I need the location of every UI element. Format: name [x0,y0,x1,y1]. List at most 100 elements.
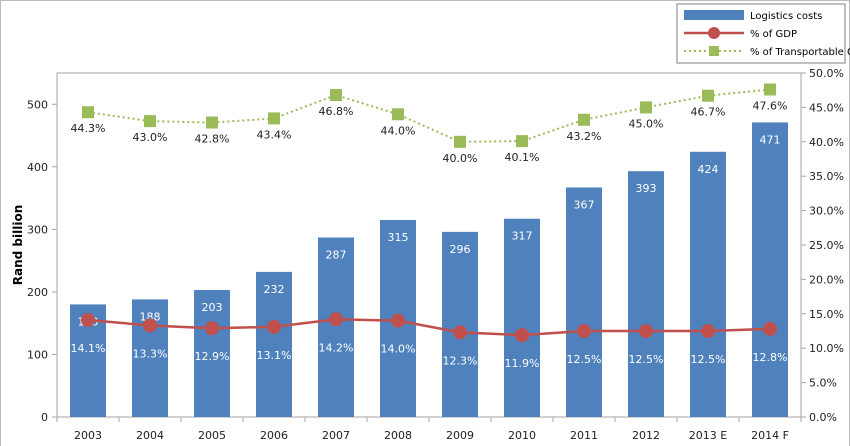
bar-2013 E [690,151,726,418]
marker-transportable [330,89,342,102]
legend-label-transportable: % of Transportable GDP [750,47,850,58]
transportable-label: 43.0% [133,131,168,144]
transportable-label: 42.8% [195,133,230,146]
y2-tick-label: 25.0% [809,239,844,252]
bar-2005 [194,290,230,417]
y2-tick-label: 0.0% [809,411,837,424]
y2-tick-label: 5.0% [809,377,837,390]
y2-tick-label: 10.0% [809,342,844,355]
bar-2012 [628,171,664,417]
bar-2010 [504,218,540,417]
plot-area [56,72,802,418]
bar-2007 [318,237,354,417]
gdp-label: 13.3% [133,347,168,360]
y-tick-label: 400 [27,161,48,174]
y2-tick-label: 20.0% [809,273,844,286]
gdp-label: 13.1% [257,349,292,362]
marker-gdp [143,318,157,333]
gdp-label: 14.2% [319,341,354,354]
marker-gdp [701,324,715,338]
marker-transportable [454,135,466,148]
marker-transportable [268,112,280,125]
line-gdp [87,318,771,337]
transportable-label: 40.0% [443,152,478,165]
gdp-label: 14.1% [71,342,106,355]
bar-label: 287 [326,248,347,261]
legend-marker-gdp [708,27,720,39]
bar-label: 424 [698,163,719,176]
bar-2014 F [752,122,788,417]
bar-label: 471 [760,133,781,146]
x-tick-label: 2012 [632,429,660,442]
gdp-label: 12.3% [443,354,478,367]
marker-transportable [206,116,218,129]
bar-label: 393 [636,182,657,195]
gdp-label: 12.8% [753,351,788,364]
transportable-label: 47.6% [753,100,788,113]
transportable-label: 44.0% [381,124,416,137]
x-tick-label: 2005 [198,429,226,442]
marker-transportable [144,115,156,128]
gdp-label: 11.9% [505,357,540,370]
gdp-label: 12.5% [691,353,726,366]
line-transportable-gdp [87,88,771,143]
marker-gdp [391,313,405,328]
legend-label-logistics: Logistics costs [750,11,822,22]
bar-label: 232 [264,283,285,296]
legend-swatch-logistics [684,10,744,20]
transportable-label: 45.0% [629,117,664,130]
x-tick-label: 2010 [508,429,536,442]
y2-tick-label: 35.0% [809,170,844,183]
bar-label: 188 [140,310,161,323]
marker-transportable [640,101,652,114]
y2-tick-label: 50.0% [809,67,844,80]
bar-2011 [566,187,602,417]
x-tick-label: 2007 [322,429,350,442]
transportable-label: 43.4% [257,128,292,141]
y2-tick-label: 15.0% [809,308,844,321]
marker-gdp [267,319,281,334]
x-tick-label: 2013 E [689,429,727,442]
transportable-label: 46.8% [319,105,354,118]
x-tick-label: 2014 F [751,429,789,442]
bar-2009 [442,231,478,417]
bar-label: 315 [388,231,409,244]
marker-transportable [764,83,776,96]
marker-gdp [453,325,467,340]
y-tick-label: 300 [27,223,48,236]
marker-gdp [515,328,529,343]
marker-gdp [81,312,95,327]
y2-tick-label: 40.0% [809,136,844,149]
y-tick-label: 200 [27,286,48,299]
marker-gdp [205,321,219,336]
x-tick-label: 2004 [136,429,164,442]
bar-label: 367 [574,198,595,211]
gdp-label: 12.5% [629,353,664,366]
gdp-label: 12.5% [567,353,602,366]
marker-transportable [702,89,714,102]
transportable-label: 43.2% [567,130,602,143]
marker-transportable [578,113,590,126]
transportable-label: 46.7% [691,106,726,119]
bar-2006 [256,271,292,417]
marker-transportable [516,135,528,148]
x-tick-label: 2003 [74,429,102,442]
y-tick-label: 0 [41,411,48,424]
marker-gdp [639,324,653,338]
marker-gdp [577,324,591,338]
transportable-label: 44.3% [71,122,106,135]
y-tick-label: 100 [27,348,48,361]
legend-label-gdp: % of GDP [750,29,797,40]
marker-gdp [763,321,777,336]
legend-marker-transportable [709,46,719,56]
y-tick-label: 500 [27,98,48,111]
marker-transportable [82,106,94,119]
legend: Logistics costs % of GDP % of Transporta… [676,3,850,64]
bar-label: 203 [202,301,223,314]
bar-label: 317 [512,230,533,243]
marker-transportable [392,108,404,121]
y2-tick-label: 30.0% [809,205,844,218]
x-tick-label: 2008 [384,429,412,442]
gdp-label: 12.9% [195,350,230,363]
